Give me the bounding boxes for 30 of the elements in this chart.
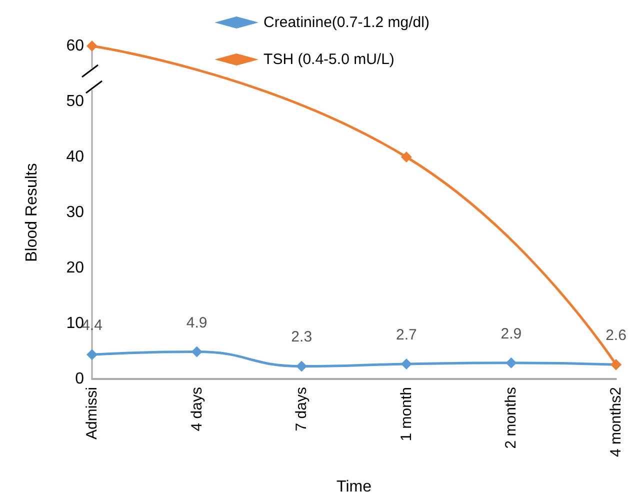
point xyxy=(400,358,412,370)
point xyxy=(506,357,517,368)
x-tick-label: 2 months xyxy=(502,387,520,449)
point xyxy=(86,349,98,360)
point xyxy=(296,360,308,372)
point xyxy=(400,152,412,162)
point xyxy=(86,40,98,52)
data-label: 2.7 xyxy=(396,326,417,344)
point xyxy=(191,346,202,358)
y-axis-title: Blood Results xyxy=(24,163,40,262)
y-tick-label: 30 xyxy=(66,204,84,221)
y-tick-label: 10 xyxy=(66,315,84,332)
legend-label: Creatinine(0.7-1.2 mg/dl) xyxy=(264,14,430,31)
data-label: 2.6 xyxy=(606,327,626,344)
y-tick-label: 40 xyxy=(66,148,84,166)
x-axis-title: Time xyxy=(336,478,372,496)
y-tick-label: 20 xyxy=(66,260,84,276)
x-tick-label: 7 days xyxy=(293,387,310,432)
x-tick-label: Admissi xyxy=(84,387,100,440)
y-tick-label: 0 xyxy=(75,370,84,388)
y-tick-label: 50 xyxy=(66,93,84,110)
x-tick-label: 4 months2 xyxy=(608,387,624,458)
y-tick-label: 60 xyxy=(66,38,84,54)
data-label: 2.3 xyxy=(291,328,312,346)
data-label: 4.9 xyxy=(186,314,208,332)
x-tick-label: 4 days xyxy=(188,387,206,432)
data-label: 4.4 xyxy=(82,317,102,334)
data-label: 2.9 xyxy=(500,325,522,342)
x-tick-label: 1 month xyxy=(398,387,415,442)
legend-label: TSH (0.4-5.0 mU/L) xyxy=(264,51,394,68)
